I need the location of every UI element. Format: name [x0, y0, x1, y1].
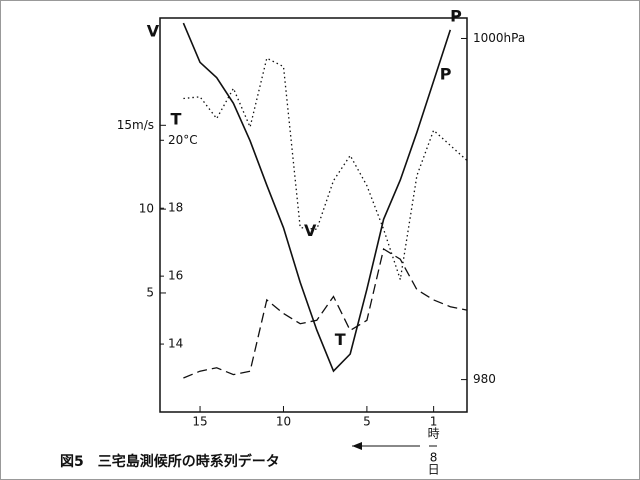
- x-note: 時: [428, 427, 440, 441]
- series-label: P: [440, 65, 452, 84]
- y-tick-label: 15m/s: [117, 118, 154, 132]
- y2-tick-label: 16: [168, 269, 183, 283]
- y3-tick-label: 980: [473, 372, 496, 386]
- y2-tick-label: 18: [168, 201, 183, 215]
- y3-tick-label: 1000hPa: [473, 31, 525, 45]
- arrow-head: [352, 442, 362, 450]
- x-tick-label: 1: [430, 415, 438, 429]
- y-tick-label: 5: [146, 285, 154, 299]
- series-line: [183, 247, 468, 379]
- y2-tick-label: 14: [168, 337, 183, 351]
- series-label: T: [335, 330, 346, 349]
- y2-tick-label: 20°C: [168, 133, 198, 147]
- x-tick-label: 15: [192, 415, 207, 429]
- y3-axis-label: P: [450, 7, 462, 26]
- y-tick-label: 10: [139, 202, 154, 216]
- x-tick-label: 5: [363, 415, 371, 429]
- x-note: 日: [428, 463, 440, 477]
- x-tick-label: 10: [276, 415, 291, 429]
- series-line: [183, 57, 468, 280]
- y-axis-label: V: [147, 22, 160, 41]
- caption: 図5 三宅島測候所の時系列データ: [60, 453, 280, 470]
- series-line: [182, 22, 452, 373]
- y2-axis-label: T: [171, 110, 182, 129]
- plot-frame: [159, 17, 468, 413]
- series-label: V: [304, 221, 317, 240]
- x-note: 8: [430, 451, 438, 465]
